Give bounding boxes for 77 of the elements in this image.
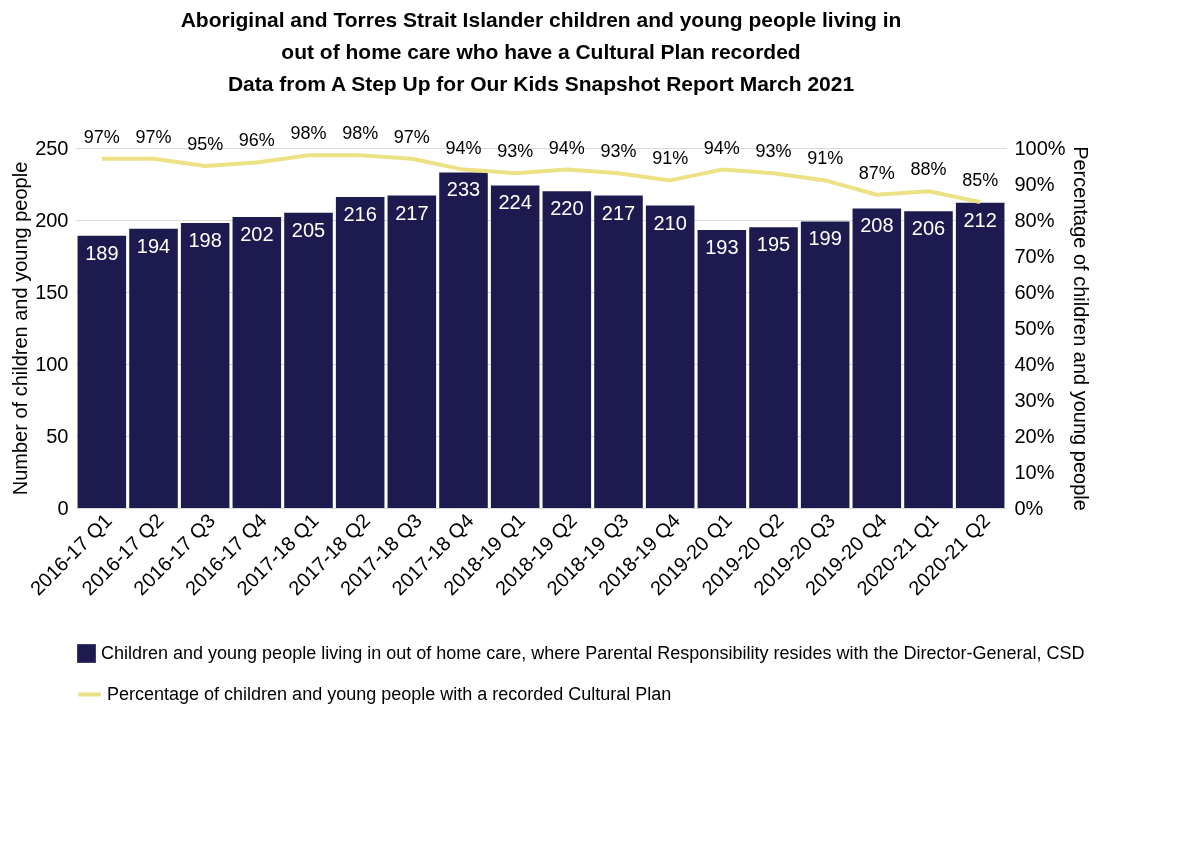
chart-subtitle: Data from A Step Up for Our Kids Snapshot Report March 2021 (227, 72, 855, 96)
bar (852, 208, 902, 508)
data-label: 94% (703, 137, 740, 158)
data-label: 233 (446, 178, 481, 201)
data-label: 94% (445, 137, 482, 158)
data-label: 97% (393, 126, 430, 147)
data-label: 93% (497, 141, 534, 162)
data-label: 212 (963, 208, 997, 231)
data-label: 210 (653, 211, 687, 234)
bar (594, 195, 643, 508)
data-label: 87% (858, 162, 895, 183)
bar (904, 211, 953, 508)
data-label: 94% (548, 137, 585, 158)
bar (697, 230, 747, 508)
bar (77, 235, 127, 508)
y-tick-label: 250 (35, 136, 69, 159)
data-label: 91% (807, 148, 844, 169)
data-label: 217 (395, 201, 429, 224)
data-label: 198 (188, 228, 222, 251)
y-tick-label: 100 (35, 352, 69, 375)
bar (800, 221, 850, 508)
data-label: 98% (290, 123, 327, 144)
y-tick-label: 200 (35, 208, 69, 231)
bar (749, 227, 798, 508)
bar (129, 228, 178, 508)
bar (180, 222, 230, 508)
data-label: 206 (911, 217, 946, 240)
data-label: 93% (600, 141, 637, 162)
data-label: 93% (755, 141, 792, 162)
y-tick-label: 50 (46, 424, 69, 447)
bar (490, 185, 540, 508)
data-label: 195 (756, 233, 791, 256)
legend-label: Percentage of children and young people with a recorded Cultural Plan (107, 683, 672, 704)
y2-tick-label: 90% (1014, 172, 1055, 195)
data-label: 205 (291, 218, 326, 241)
data-label: 88% (910, 159, 947, 180)
y2-tick-label: 100% (1014, 136, 1066, 159)
chart-title: Aboriginal and Torres Strait Islander children and young people living in out of home care who have a Cultural Plan recorded (180, 8, 902, 64)
y-axis-title: Number of children and young people (9, 161, 32, 496)
y-tick-label: 150 (35, 280, 69, 303)
data-label: 208 (860, 214, 894, 237)
y2-tick-label: 60% (1014, 280, 1055, 303)
data-label: 194 (136, 234, 171, 257)
data-label: 220 (550, 197, 584, 220)
data-label: 97% (83, 126, 120, 147)
data-label: 193 (705, 236, 739, 259)
bar (284, 212, 333, 508)
data-label: 224 (498, 191, 532, 214)
legend-label: Children and young people living in out of home care, where Parental Responsibility resides with the Director-General, CSD (101, 642, 1085, 663)
bar (439, 172, 488, 508)
y2-tick-label: 40% (1014, 352, 1055, 375)
y2-tick-label: 0% (1014, 496, 1044, 519)
y2-tick-label: 30% (1014, 388, 1055, 411)
data-label: 216 (343, 202, 377, 225)
bar (232, 217, 282, 508)
data-label: 96% (238, 130, 275, 151)
y2-tick-label: 10% (1014, 460, 1055, 483)
data-label: 217 (601, 201, 636, 224)
y2-axis-title: Percentage of children and young people (1069, 146, 1092, 511)
y2-tick-label: 20% (1014, 424, 1055, 447)
bar (335, 196, 385, 508)
bar (955, 202, 1005, 508)
data-label: 91% (652, 148, 689, 169)
data-label: 202 (240, 223, 274, 246)
data-label: 95% (187, 134, 224, 154)
data-label: 199 (808, 227, 842, 250)
bar (645, 205, 695, 508)
data-label: 189 (85, 241, 119, 264)
y-tick-label: 0 (57, 496, 69, 519)
bar (387, 195, 437, 508)
data-label: 98% (342, 123, 379, 144)
data-label: 97% (135, 126, 172, 147)
data-label: 85% (962, 170, 999, 190)
y2-tick-label: 50% (1014, 316, 1055, 339)
bar (542, 191, 592, 508)
y2-tick-label: 70% (1014, 244, 1055, 267)
y2-tick-label: 80% (1014, 208, 1055, 231)
